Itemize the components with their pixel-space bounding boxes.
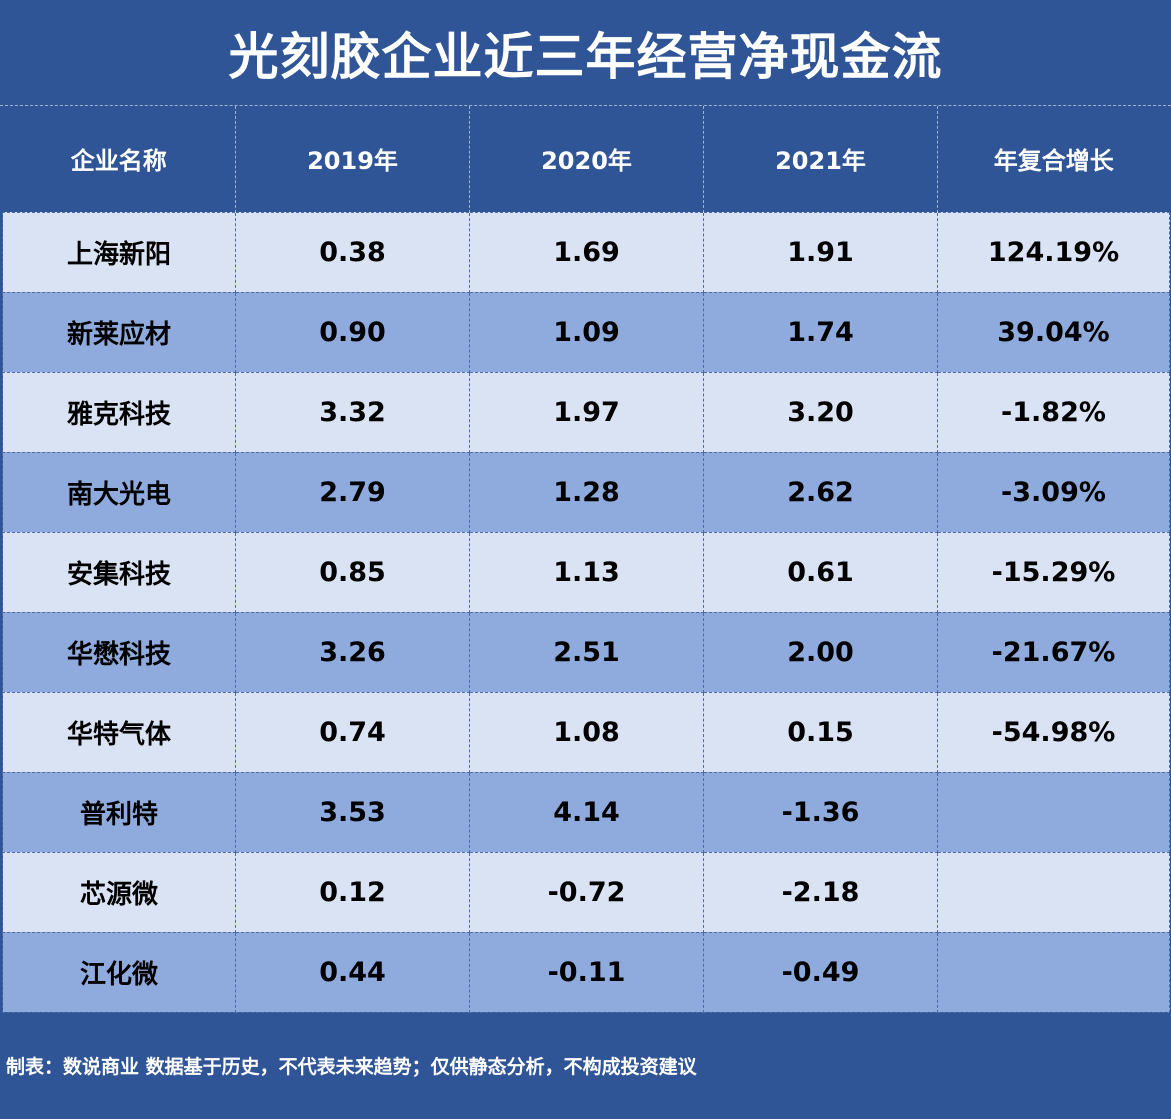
value-2020-cell: 1.09 xyxy=(469,291,704,373)
column-header-company: 企业名称 xyxy=(2,106,236,212)
company-name-cell: 江化微 xyxy=(2,931,236,1013)
value-2021-cell: 1.91 xyxy=(703,211,938,293)
company-name-cell: 华特气体 xyxy=(2,691,236,773)
cagr-cell: -54.98% xyxy=(937,691,1170,773)
value-2021-cell: 0.61 xyxy=(703,531,938,613)
table-row: 雅克科技 3.32 1.97 3.20 -1.82% xyxy=(2,371,1170,453)
company-name-cell: 华懋科技 xyxy=(2,611,236,693)
cagr-cell: -21.67% xyxy=(937,611,1170,693)
table-row: 芯源微 0.12 -0.72 -2.18 xyxy=(2,851,1170,933)
table-row: 华特气体 0.74 1.08 0.15 -54.98% xyxy=(2,691,1170,773)
company-name-cell: 新莱应材 xyxy=(2,291,236,373)
value-2021-cell: 2.00 xyxy=(703,611,938,693)
value-2019-cell: 0.74 xyxy=(235,691,470,773)
page-title: 光刻胶企业近三年经营净现金流 xyxy=(228,27,943,86)
table-header-row: 企业名称 2019年 2020年 2021年 年复合增长 xyxy=(2,106,1170,212)
cagr-cell xyxy=(937,851,1170,933)
value-2021-cell: 3.20 xyxy=(703,371,938,453)
value-2019-cell: 0.85 xyxy=(235,531,470,613)
table-row: 华懋科技 3.26 2.51 2.00 -21.67% xyxy=(2,611,1170,693)
cagr-cell: -1.82% xyxy=(937,371,1170,453)
company-name-cell: 芯源微 xyxy=(2,851,236,933)
value-2019-cell: 2.79 xyxy=(235,451,470,533)
company-name-cell: 雅克科技 xyxy=(2,371,236,453)
value-2020-cell: 1.13 xyxy=(469,531,704,613)
table-row: 江化微 0.44 -0.11 -0.49 xyxy=(2,931,1170,1013)
table-row: 普利特 3.53 4.14 -1.36 xyxy=(2,771,1170,853)
value-2021-cell: 2.62 xyxy=(703,451,938,533)
column-header-2021: 2021年 xyxy=(703,106,938,212)
value-2021-cell: -2.18 xyxy=(703,851,938,933)
column-header-2019: 2019年 xyxy=(235,106,470,212)
table-row: 安集科技 0.85 1.13 0.61 -15.29% xyxy=(2,531,1170,613)
value-2019-cell: 3.53 xyxy=(235,771,470,853)
value-2020-cell: 1.28 xyxy=(469,451,704,533)
value-2021-cell: -1.36 xyxy=(703,771,938,853)
footer: 制表：数说商业 数据基于历史，不代表未来趋势；仅供静态分析，不构成投资建议 xyxy=(0,1012,1171,1119)
value-2020-cell: 1.69 xyxy=(469,211,704,293)
company-name-cell: 上海新阳 xyxy=(2,211,236,293)
value-2019-cell: 3.26 xyxy=(235,611,470,693)
title-bar: 光刻胶企业近三年经营净现金流 xyxy=(0,0,1171,106)
company-name-cell: 普利特 xyxy=(2,771,236,853)
value-2021-cell: -0.49 xyxy=(703,931,938,1013)
cagr-cell: -15.29% xyxy=(937,531,1170,613)
cagr-cell: -3.09% xyxy=(937,451,1170,533)
source-note: 制表：数说商业 数据基于历史，不代表未来趋势；仅供静态分析，不构成投资建议 xyxy=(6,1056,697,1078)
value-2020-cell: 4.14 xyxy=(469,771,704,853)
value-2019-cell: 0.44 xyxy=(235,931,470,1013)
column-header-cagr: 年复合增长 xyxy=(937,106,1170,212)
cagr-cell xyxy=(937,931,1170,1013)
column-header-2020: 2020年 xyxy=(469,106,704,212)
value-2021-cell: 0.15 xyxy=(703,691,938,773)
value-2019-cell: 0.38 xyxy=(235,211,470,293)
value-2021-cell: 1.74 xyxy=(703,291,938,373)
cagr-cell: 39.04% xyxy=(937,291,1170,373)
value-2020-cell: 1.97 xyxy=(469,371,704,453)
value-2020-cell: 2.51 xyxy=(469,611,704,693)
company-name-cell: 南大光电 xyxy=(2,451,236,533)
cash-flow-table: 企业名称 2019年 2020年 2021年 年复合增长 上海新阳 0.38 1… xyxy=(2,106,1170,1013)
value-2019-cell: 0.12 xyxy=(235,851,470,933)
table-row: 南大光电 2.79 1.28 2.62 -3.09% xyxy=(2,451,1170,533)
value-2020-cell: 1.08 xyxy=(469,691,704,773)
company-name-cell: 安集科技 xyxy=(2,531,236,613)
cagr-cell: 124.19% xyxy=(937,211,1170,293)
value-2020-cell: -0.11 xyxy=(469,931,704,1013)
value-2019-cell: 3.32 xyxy=(235,371,470,453)
table-row: 新莱应材 0.90 1.09 1.74 39.04% xyxy=(2,291,1170,373)
table-row: 上海新阳 0.38 1.69 1.91 124.19% xyxy=(2,211,1170,293)
cagr-cell xyxy=(937,771,1170,853)
value-2020-cell: -0.72 xyxy=(469,851,704,933)
value-2019-cell: 0.90 xyxy=(235,291,470,373)
